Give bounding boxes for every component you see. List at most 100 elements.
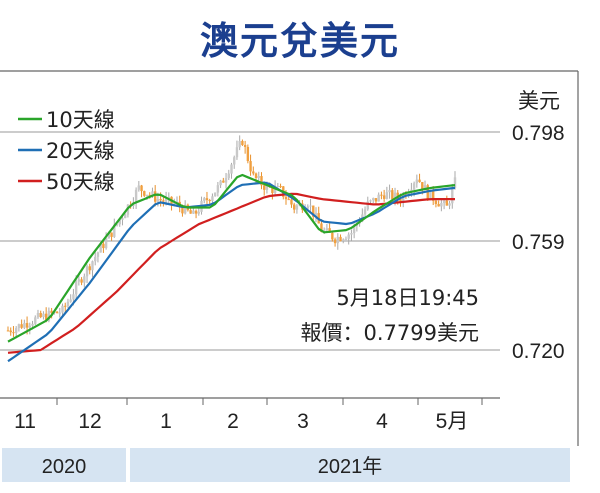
candle-body — [309, 205, 312, 207]
candle-body — [34, 317, 37, 324]
candle-body — [162, 200, 165, 202]
candle-body — [339, 236, 342, 241]
candle-body — [314, 213, 318, 217]
candle-body — [14, 328, 18, 333]
candle-body — [224, 178, 228, 183]
candle-body — [233, 157, 236, 165]
candle-body — [391, 190, 394, 200]
month-label: 3 — [297, 410, 309, 433]
year-label-2021: 2021年 — [318, 455, 383, 478]
candle-body — [216, 185, 220, 193]
candle-body — [80, 279, 83, 283]
candle-body — [189, 210, 192, 214]
candle-body — [12, 332, 15, 334]
candle-body — [222, 180, 225, 183]
candle-body — [276, 186, 280, 188]
candle-body — [257, 176, 260, 178]
month-label: 11 — [14, 410, 36, 433]
candle-body — [431, 190, 435, 201]
candle-body — [246, 146, 250, 162]
candle-body — [453, 177, 457, 188]
candle-body — [88, 266, 91, 271]
candle-body — [380, 194, 383, 196]
moving-average-lines — [7, 173, 456, 363]
y-tick-label: 0.759 — [512, 231, 565, 254]
candle-body — [205, 198, 209, 201]
candle-body — [153, 191, 157, 202]
candle-body — [451, 187, 454, 204]
ma20-line — [7, 181, 456, 363]
candle-body — [42, 313, 45, 318]
candle-body — [31, 323, 34, 326]
candle-body — [91, 261, 94, 271]
year-bar-2021 — [130, 448, 570, 482]
candle-body — [366, 201, 369, 210]
candle-body — [342, 239, 345, 241]
candle-body — [66, 301, 70, 307]
grid — [0, 131, 500, 351]
candle-body — [284, 196, 288, 200]
candle-body — [213, 192, 217, 197]
candle-body — [374, 198, 378, 202]
candle-body — [55, 311, 59, 314]
candle-body — [377, 194, 380, 202]
year-label-2020: 2020 — [42, 456, 87, 478]
candle-body — [121, 218, 124, 220]
candle-body — [137, 185, 141, 190]
quote-price: 報價：0.7799美元 — [301, 321, 479, 345]
candle-body — [192, 210, 195, 214]
candle-body — [260, 176, 263, 186]
candle-body — [331, 232, 334, 240]
candle-body — [156, 199, 160, 202]
candle-body — [110, 232, 113, 237]
candle-body — [369, 200, 372, 202]
candle-body — [328, 228, 331, 233]
month-ticks — [56, 398, 483, 405]
candle-body — [265, 185, 269, 190]
ma50-line — [7, 192, 455, 354]
candle-body — [402, 194, 405, 203]
candle-body — [36, 312, 40, 318]
candle-body — [211, 196, 214, 201]
month-label: 1 — [160, 410, 172, 433]
candle-body — [263, 185, 266, 190]
candle-body — [434, 200, 438, 205]
candle-body — [107, 232, 111, 239]
candle-body — [145, 194, 149, 196]
candle-body — [290, 199, 293, 205]
candle-body — [23, 323, 26, 328]
legend-label-ma50: 50天線 — [46, 170, 115, 194]
candle-body — [99, 243, 102, 253]
candle-body — [347, 234, 350, 239]
y-tick-label: 0.798 — [512, 122, 565, 145]
candle-body — [363, 209, 367, 215]
candle-body — [151, 191, 154, 195]
candle-body — [429, 190, 432, 199]
candle-body — [58, 312, 61, 314]
candle-body — [118, 219, 121, 225]
candle-body — [292, 204, 296, 210]
legend: 10天線 20天線 50天線 — [18, 108, 115, 194]
candle-body — [102, 243, 105, 249]
candle-body — [61, 305, 64, 313]
candle-body — [124, 214, 127, 219]
candle-body — [104, 238, 108, 249]
candle-body — [143, 191, 146, 196]
candle-body — [241, 140, 244, 146]
candle-body — [352, 226, 356, 234]
candle-body — [325, 228, 329, 231]
candle-body — [254, 173, 258, 178]
candle-body — [83, 276, 86, 283]
year-bar-2020 — [2, 448, 126, 482]
candle-body — [418, 179, 421, 183]
candle-body — [173, 203, 176, 205]
candle-body — [159, 199, 162, 201]
candle-body — [148, 194, 151, 196]
candle-body — [385, 192, 389, 199]
candle-body — [271, 187, 274, 194]
candle-body — [77, 279, 81, 282]
candle-body — [113, 224, 116, 237]
legend-label-ma20: 20天線 — [46, 139, 115, 163]
candle-body — [115, 224, 119, 226]
candle-body — [140, 185, 143, 192]
